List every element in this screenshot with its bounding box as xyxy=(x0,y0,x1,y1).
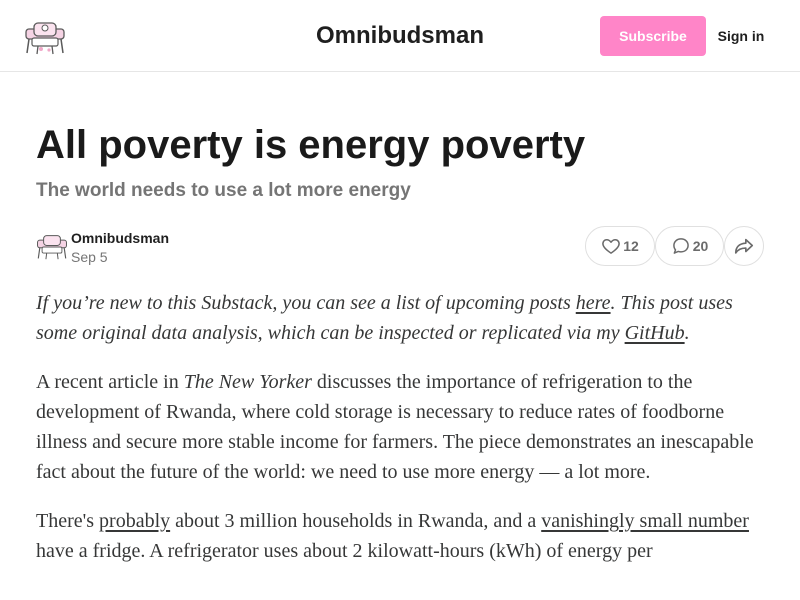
github-link[interactable]: GitHub xyxy=(624,322,685,344)
intro-text-2: . This post uses some original data anal… xyxy=(36,292,733,344)
author-avatar[interactable] xyxy=(36,231,68,263)
p2-text-2: discusses the importance of refrigeratio… xyxy=(36,371,754,483)
top-bar: Omnibudsman Subscribe Sign in xyxy=(0,0,800,72)
comments-button[interactable]: 20 xyxy=(655,226,724,266)
intro-text-1: If you’re new to this Substack, you can … xyxy=(36,292,576,314)
probably-link[interactable]: probably xyxy=(99,510,171,532)
comment-count: 20 xyxy=(692,238,709,254)
intro-italic: If you’re new to this Substack, you can … xyxy=(36,292,733,344)
comment-bubble-icon xyxy=(672,238,689,254)
post-date: Sep 5 xyxy=(71,249,108,265)
post-title: All poverty is energy poverty xyxy=(36,123,586,167)
intro-text-3: . xyxy=(684,322,690,344)
p3-text-3: have a fridge. A refrigerator uses about… xyxy=(36,540,653,562)
pink-chair-logo-icon[interactable] xyxy=(24,20,66,56)
p3-text-2: about 3 million households in Rwanda, an… xyxy=(170,510,542,532)
subscribe-button[interactable]: Subscribe xyxy=(600,16,706,56)
intro-paragraph: If you’re new to this Substack, you can … xyxy=(36,288,764,348)
p2-text-1: A recent article in xyxy=(36,371,184,393)
upcoming-posts-link[interactable]: here xyxy=(575,292,611,314)
share-arrow-icon xyxy=(734,238,754,254)
new-yorker-title: The New Yorker xyxy=(183,371,312,393)
like-count: 12 xyxy=(623,238,639,254)
post-subtitle: The world needs to use a lot more energy xyxy=(36,180,411,201)
like-button[interactable]: 12 xyxy=(585,226,655,266)
share-button[interactable] xyxy=(724,226,764,266)
vanishingly-small-number-link[interactable]: vanishingly small number xyxy=(541,510,749,532)
publication-title-wrap: Omnibudsman xyxy=(0,20,800,52)
paragraph-new-yorker: A recent article in The New Yorker discu… xyxy=(36,367,764,487)
p3-text-1: There's xyxy=(36,510,100,532)
article-body: If you’re new to this Substack, you can … xyxy=(36,288,764,585)
author-name[interactable]: Omnibudsman xyxy=(71,230,170,246)
publication-title[interactable]: Omnibudsman xyxy=(315,22,484,49)
heart-icon xyxy=(602,239,621,254)
sign-in-button[interactable]: Sign in xyxy=(712,16,770,56)
byline: Omnibudsman Sep 5 xyxy=(36,228,336,268)
paragraph-households: There's probably about 3 million househo… xyxy=(36,506,764,566)
